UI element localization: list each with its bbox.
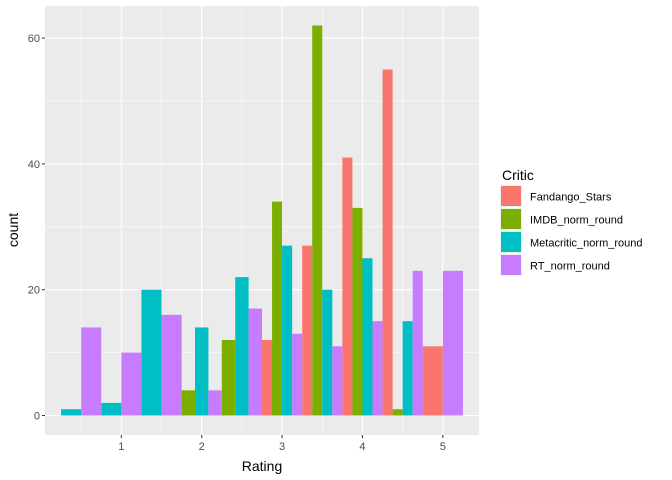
y-tick-label: 0: [34, 411, 40, 423]
bar-fandango-stars: [302, 245, 313, 416]
bar-fandango-stars: [382, 69, 393, 416]
bar-rt-norm-round: [332, 346, 343, 416]
bars: [61, 25, 463, 416]
legend-label: IMDB_norm_round: [530, 215, 623, 227]
bar-rt-norm-round: [292, 333, 303, 416]
bar-fandango-stars: [342, 157, 353, 416]
bar-metacritic-norm-round: [402, 321, 413, 416]
bar-rt-norm-round: [81, 327, 102, 416]
y-tick-label: 20: [28, 285, 40, 297]
bar-imdb-norm-round: [181, 390, 196, 416]
legend-swatch: [501, 255, 521, 275]
bar-metacritic-norm-round: [61, 409, 82, 416]
bar-rt-norm-round: [248, 308, 262, 416]
legend-label: Metacritic_norm_round: [530, 238, 643, 250]
y-axis: 0 20 40 60: [28, 33, 45, 423]
x-tick-label: 1: [118, 441, 124, 453]
y-tick-label: 60: [28, 33, 40, 45]
bar-rt-norm-round: [412, 270, 423, 416]
bar-metacritic-norm-round: [141, 289, 162, 416]
bar-metacritic-norm-round: [195, 327, 209, 416]
x-tick-label: 2: [199, 441, 205, 453]
legend-label: Fandango_Stars: [530, 192, 612, 204]
bar-rt-norm-round: [372, 321, 383, 416]
bar-imdb-norm-round: [352, 207, 363, 416]
legend-title: Critic: [502, 167, 534, 183]
legend-swatch: [501, 209, 521, 229]
bar-rt-norm-round: [121, 352, 142, 416]
y-axis-title: count: [5, 213, 21, 247]
x-axis-title: Rating: [242, 458, 282, 474]
bar-metacritic-norm-round: [282, 245, 293, 416]
bar-metacritic-norm-round: [235, 277, 249, 416]
y-tick-label: 40: [28, 159, 40, 171]
legend-swatch: [501, 186, 521, 206]
bar-imdb-norm-round: [312, 25, 323, 416]
legend-label: RT_norm_round: [530, 261, 610, 273]
bar-metacritic-norm-round: [101, 402, 122, 416]
bar-rt-norm-round: [442, 270, 463, 416]
bar-rt-norm-round: [161, 314, 182, 416]
x-axis: 1 2 3 4 5: [118, 435, 446, 453]
bar-fandango-stars: [262, 340, 273, 416]
bar-fandango-stars: [422, 346, 443, 416]
bar-metacritic-norm-round: [362, 258, 373, 416]
legend: Critic Fandango_Stars IMDB_norm_round Meta…: [500, 167, 643, 276]
bar-imdb-norm-round: [272, 201, 283, 416]
legend-swatch: [501, 232, 521, 252]
x-tick-label: 3: [279, 441, 285, 453]
bar-imdb-norm-round: [392, 409, 403, 416]
bar-imdb-norm-round: [221, 340, 236, 416]
bar-rt-norm-round: [208, 390, 222, 416]
x-tick-label: 5: [440, 441, 446, 453]
x-tick-label: 4: [359, 441, 365, 453]
bar-metacritic-norm-round: [322, 289, 333, 416]
